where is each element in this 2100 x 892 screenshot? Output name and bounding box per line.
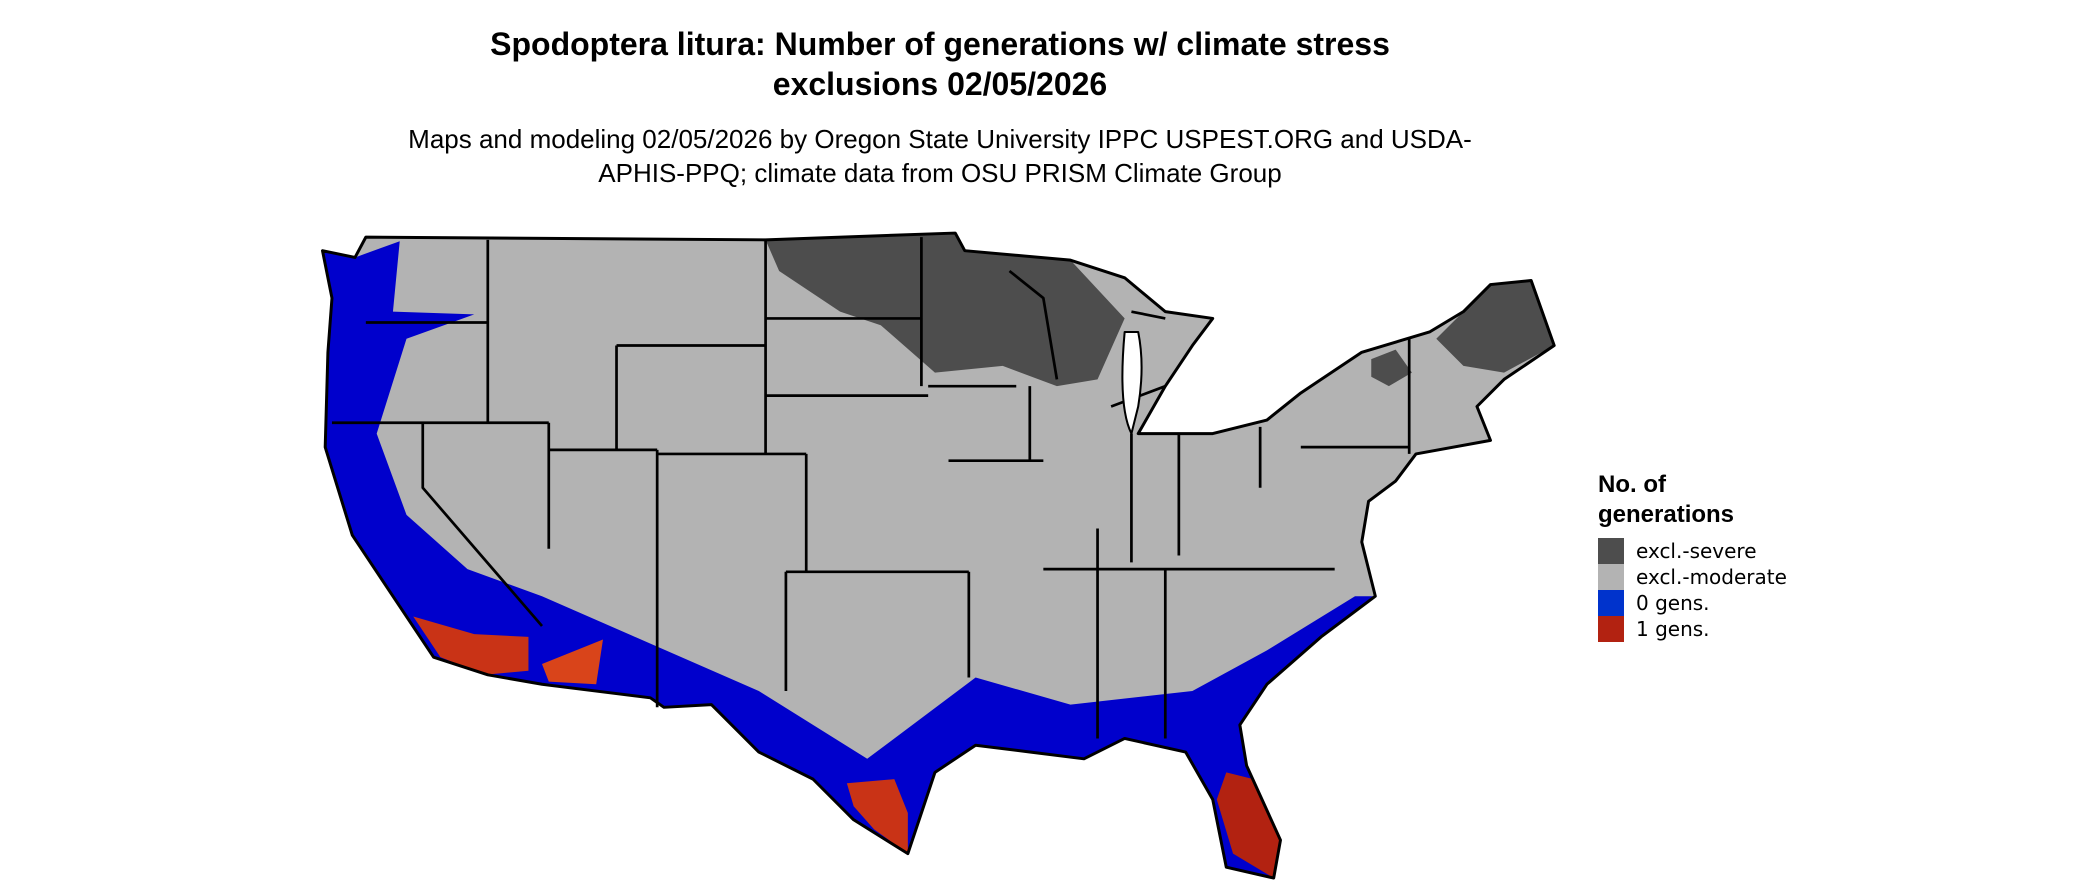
legend-swatch <box>1598 616 1624 642</box>
legend: No. of generations excl.-severe excl.-mod… <box>1598 470 1798 642</box>
legend-label: excl.-moderate <box>1636 565 1787 589</box>
region-one <box>1216 772 1281 879</box>
legend-swatch <box>1598 590 1624 616</box>
lake <box>1121 330 1143 435</box>
legend-item: 0 gens. <box>1598 590 1798 616</box>
legend-items: excl.-severe excl.-moderate 0 gens. 1 gens. <box>1598 538 1798 642</box>
region-one <box>413 616 529 675</box>
region-severe <box>765 233 1125 387</box>
legend-label: excl.-severe <box>1636 539 1757 563</box>
us-outline <box>320 231 1556 880</box>
map-subtitle: Maps and modeling 02/05/2026 by Oregon S… <box>408 124 1472 188</box>
legend-item: 1 gens. <box>1598 616 1798 642</box>
legend-item: excl.-moderate <box>1598 564 1798 590</box>
region-zero <box>322 241 1376 879</box>
legend-swatch <box>1598 538 1624 564</box>
legend-title: No. of generations <box>1598 471 1735 528</box>
us-base <box>322 233 1555 879</box>
map-title: Spodoptera litura: Number of generations… <box>490 26 1390 102</box>
legend-item: excl.-severe <box>1598 538 1798 564</box>
region-one <box>846 779 908 854</box>
legend-label: 1 gens. <box>1636 617 1710 641</box>
region-severe <box>1436 280 1555 373</box>
legend-swatch <box>1598 564 1624 590</box>
region-severe <box>1371 349 1412 387</box>
legend-label: 0 gens. <box>1636 591 1710 615</box>
region-one <box>542 639 603 685</box>
